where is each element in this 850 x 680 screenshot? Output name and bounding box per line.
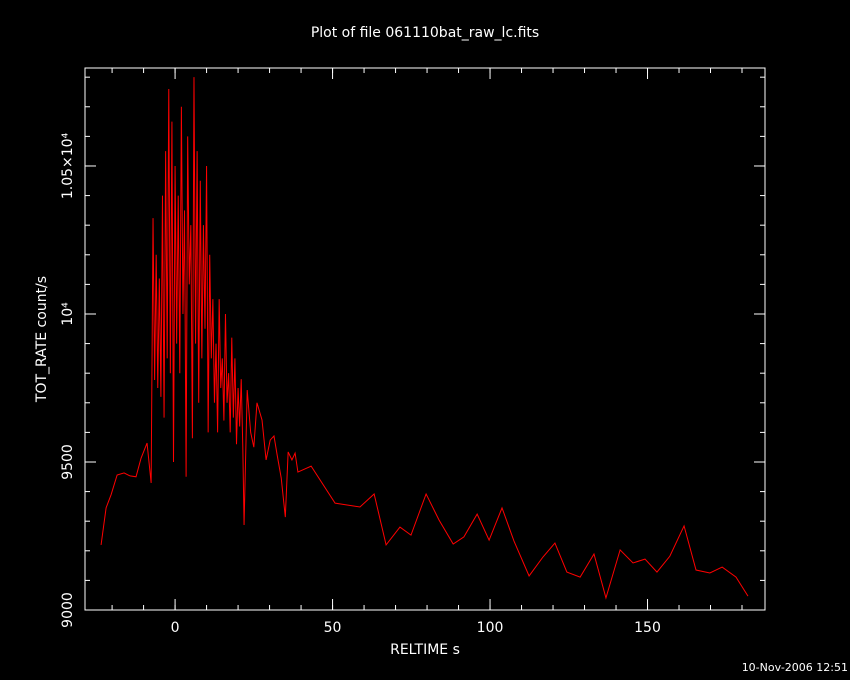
x-tick-label: 50: [324, 620, 342, 636]
chart-title: Plot of file 061110bat_raw_lc.fits: [311, 25, 539, 41]
plot-frame: [84, 67, 766, 611]
x-tick-label: 100: [477, 620, 504, 636]
x-tick-label: 0: [171, 620, 180, 636]
y-tick-label: 1.05×10⁴: [60, 132, 76, 199]
footer: 10-Nov-2006 12:51: [742, 661, 848, 674]
x-tick-label: 150: [634, 620, 661, 636]
y-tick-label: 9000: [60, 592, 76, 628]
x-axis-label: RELTIME s: [390, 642, 460, 658]
y-tick-label: 9500: [60, 444, 76, 480]
light-curve: [100, 77, 749, 600]
y-tick-label: 10⁴: [60, 302, 76, 326]
y-axis-label: TOT_RATE count/s: [34, 276, 50, 403]
